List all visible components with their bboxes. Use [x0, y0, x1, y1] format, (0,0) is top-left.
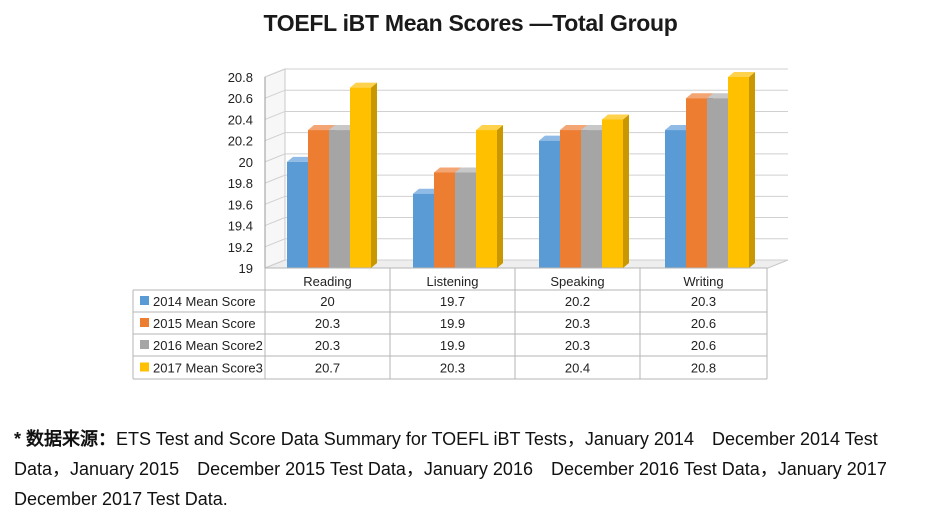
legend-label: 2016 Mean Score2: [153, 338, 263, 353]
data-value-label: 19.9: [440, 316, 465, 331]
legend-label: 2015 Mean Score: [153, 316, 256, 331]
gridline: [264, 110, 788, 120]
data-value-label: 20.4: [565, 361, 590, 376]
bar-front: [329, 130, 350, 268]
bar-front: [707, 98, 728, 268]
source-note-text: ETS Test and Score Data Summary for TOEF…: [14, 429, 905, 509]
data-value-label: 20.6: [691, 316, 716, 331]
data-value-label: 20: [320, 294, 334, 309]
legend-swatch: [140, 340, 149, 349]
data-value-label: 20.3: [565, 338, 590, 353]
bar-front: [665, 130, 686, 268]
data-value-label: 20.7: [315, 361, 340, 376]
x-tick-label: Writing: [683, 274, 723, 289]
gridline: [264, 89, 788, 99]
bar-top: [350, 82, 377, 88]
bar-top: [581, 125, 608, 131]
data-value-label: 20.3: [315, 316, 340, 331]
bar-front: [602, 119, 623, 268]
y-tick-label: 20.8: [228, 70, 253, 85]
bar-front: [581, 130, 602, 268]
legend-swatch: [140, 318, 149, 327]
y-tick-label: 19.6: [228, 197, 253, 212]
bar-top: [434, 167, 461, 173]
bar-top: [287, 156, 314, 162]
bar-front: [560, 130, 581, 268]
y-tick-label: 20.4: [228, 112, 253, 127]
chart-side-wall: [264, 68, 286, 269]
bar-front: [287, 161, 308, 268]
legend-swatch: [140, 362, 149, 372]
bar: [476, 125, 503, 268]
source-note-lead: 数据来源：: [26, 429, 117, 449]
gridline: [264, 68, 788, 78]
data-value-label: 20.6: [691, 338, 716, 353]
source-note-star: *: [14, 429, 22, 449]
y-tick-label: 20: [239, 155, 253, 170]
data-value-label: 20.2: [565, 294, 590, 309]
bar-top: [602, 114, 629, 120]
bar-front: [350, 87, 371, 268]
bar-side: [623, 114, 629, 268]
legend-label: 2014 Mean Score: [153, 294, 256, 309]
bar-front: [434, 172, 455, 268]
y-tick-label: 19.4: [228, 219, 253, 234]
chart-svg: 19 19.2 19.4 19.6 19.8 20 20.2 20.4 20.6 20.8 Read…: [132, 68, 789, 380]
bar-front: [413, 193, 434, 268]
bar-front: [728, 77, 749, 268]
bar-front: [308, 130, 329, 268]
chart-title: TOEFL iBT Mean Scores —Total Group: [263, 10, 678, 36]
y-tick-label: 19.8: [228, 176, 253, 191]
legend-swatch: [140, 296, 149, 305]
bar-side: [749, 72, 755, 268]
bar-top: [728, 72, 755, 77]
bar-top: [308, 125, 335, 131]
y-tick-label: 20.2: [228, 134, 253, 149]
bar-front: [455, 172, 476, 268]
bar-top: [560, 125, 587, 131]
bar-side: [497, 125, 503, 268]
bar-top: [665, 125, 692, 131]
bar-front: [686, 98, 707, 268]
data-value-label: 20.3: [565, 316, 590, 331]
data-value-label: 20.3: [315, 338, 340, 353]
x-tick-label: Speaking: [550, 274, 604, 289]
y-tick-label: 19: [239, 261, 253, 276]
data-value-label: 19.9: [440, 338, 465, 353]
bar-top: [455, 167, 482, 173]
bar: [350, 82, 377, 268]
x-tick-label: Reading: [303, 274, 351, 289]
legend-label: 2017 Mean Score3: [153, 361, 263, 376]
data-value-label: 20.8: [691, 361, 716, 376]
bar: [728, 72, 755, 268]
bar-top: [539, 135, 566, 141]
bar-top: [707, 93, 734, 99]
bar-top: [329, 125, 356, 131]
y-tick-label: 19.2: [228, 240, 253, 255]
data-value-label: 20.3: [440, 361, 465, 376]
y-tick-label: 20.6: [228, 91, 253, 106]
bar-top: [476, 125, 503, 131]
data-value-label: 20.3: [691, 294, 716, 309]
data-value-label: 19.7: [440, 294, 465, 309]
bar: [602, 114, 629, 268]
bar-top: [686, 93, 713, 99]
bar-front: [476, 130, 497, 268]
bar-front: [539, 140, 560, 268]
bar-side: [371, 82, 377, 268]
x-tick-label: Listening: [426, 274, 478, 289]
bar-top: [413, 188, 440, 194]
source-note: * 数据来源：ETS Test and Score Data Summary f…: [14, 424, 929, 514]
